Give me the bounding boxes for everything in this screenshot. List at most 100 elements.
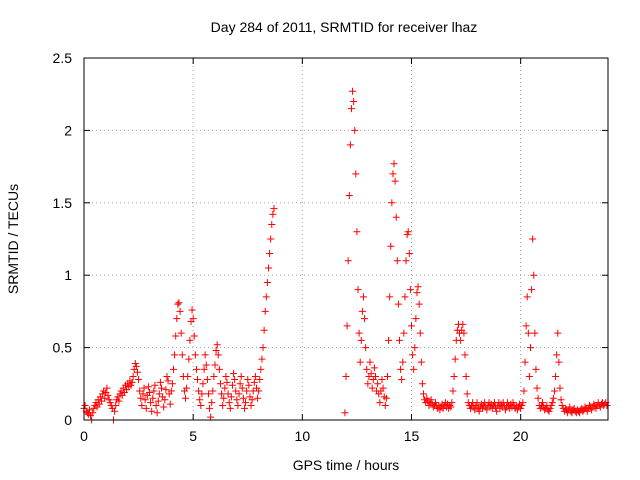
data-point	[371, 373, 379, 381]
data-point	[139, 390, 147, 398]
data-point	[459, 320, 467, 328]
data-point	[189, 315, 197, 323]
data-point	[548, 399, 556, 407]
y-axis-label: SRMTID / TECUs	[5, 184, 21, 294]
data-point	[104, 391, 112, 399]
data-point	[448, 399, 456, 407]
data-point	[235, 390, 243, 398]
data-point	[554, 329, 562, 337]
data-point	[186, 336, 194, 344]
data-point	[103, 384, 111, 392]
data-point	[355, 329, 363, 337]
data-point	[138, 402, 146, 410]
data-point	[201, 351, 209, 359]
data-point	[81, 402, 89, 410]
data-point	[488, 404, 496, 412]
data-point	[556, 384, 564, 392]
data-point	[213, 341, 221, 349]
data-point	[397, 365, 405, 373]
data-point	[259, 344, 267, 352]
data-point	[140, 384, 148, 392]
data-point	[260, 326, 268, 334]
data-point	[228, 381, 236, 389]
data-point	[357, 336, 365, 344]
data-point	[141, 396, 149, 404]
data-point	[566, 403, 574, 411]
data-point	[531, 329, 539, 337]
data-point	[168, 380, 176, 388]
data-point	[128, 378, 136, 386]
data-point	[471, 406, 479, 414]
data-point	[223, 378, 231, 386]
data-point	[399, 358, 407, 366]
data-point	[374, 380, 382, 388]
data-point	[238, 384, 246, 392]
data-point	[473, 399, 481, 407]
data-point	[153, 409, 161, 417]
data-point	[352, 170, 360, 178]
data-point	[133, 368, 141, 376]
data-point	[420, 390, 428, 398]
data-point	[150, 387, 158, 395]
data-point	[258, 355, 266, 363]
data-point	[466, 404, 474, 412]
data-point	[414, 283, 422, 291]
data-point	[383, 373, 391, 381]
data-point	[196, 396, 204, 404]
data-point	[404, 228, 412, 236]
data-point	[381, 402, 389, 410]
data-point	[382, 394, 390, 402]
data-point	[347, 105, 355, 113]
data-point	[173, 315, 181, 323]
data-point	[390, 160, 398, 168]
data-point	[112, 402, 120, 410]
data-point	[363, 365, 371, 373]
data-point	[245, 381, 253, 389]
data-points	[80, 87, 611, 424]
data-point	[127, 381, 135, 389]
data-point	[451, 355, 459, 363]
data-point	[207, 413, 215, 421]
data-point	[351, 126, 359, 134]
data-point	[417, 358, 425, 366]
data-point	[266, 249, 274, 257]
data-point	[171, 351, 179, 359]
data-point	[197, 402, 205, 410]
data-point	[457, 336, 465, 344]
data-point	[436, 406, 444, 414]
data-point	[524, 329, 532, 337]
data-point	[545, 407, 553, 415]
data-point	[247, 402, 255, 410]
data-point	[361, 315, 369, 323]
data-point	[191, 351, 199, 359]
data-point	[341, 409, 349, 417]
data-point	[561, 404, 569, 412]
data-point	[198, 390, 206, 398]
data-point	[447, 403, 455, 411]
data-point	[176, 307, 184, 315]
data-point	[215, 365, 223, 373]
data-point	[182, 394, 190, 402]
y-tick-label: 1.5	[53, 195, 73, 211]
data-point	[209, 387, 217, 395]
chart-title: Day 284 of 2011, SRMTID for receiver lha…	[211, 19, 478, 35]
data-point	[219, 402, 227, 410]
data-point	[268, 221, 276, 229]
data-point	[528, 286, 536, 294]
data-point	[358, 307, 366, 315]
data-point	[148, 407, 156, 415]
data-point	[105, 396, 113, 404]
data-point	[400, 329, 408, 337]
data-point	[240, 404, 248, 412]
data-point	[432, 399, 440, 407]
data-point	[177, 329, 185, 337]
data-point	[224, 390, 232, 398]
x-tick-label: 10	[295, 428, 311, 444]
data-point	[199, 380, 207, 388]
data-point	[203, 375, 211, 383]
data-point	[558, 402, 566, 410]
data-point	[136, 387, 144, 395]
data-point	[106, 399, 114, 407]
data-point	[154, 397, 162, 405]
data-point	[239, 394, 247, 402]
